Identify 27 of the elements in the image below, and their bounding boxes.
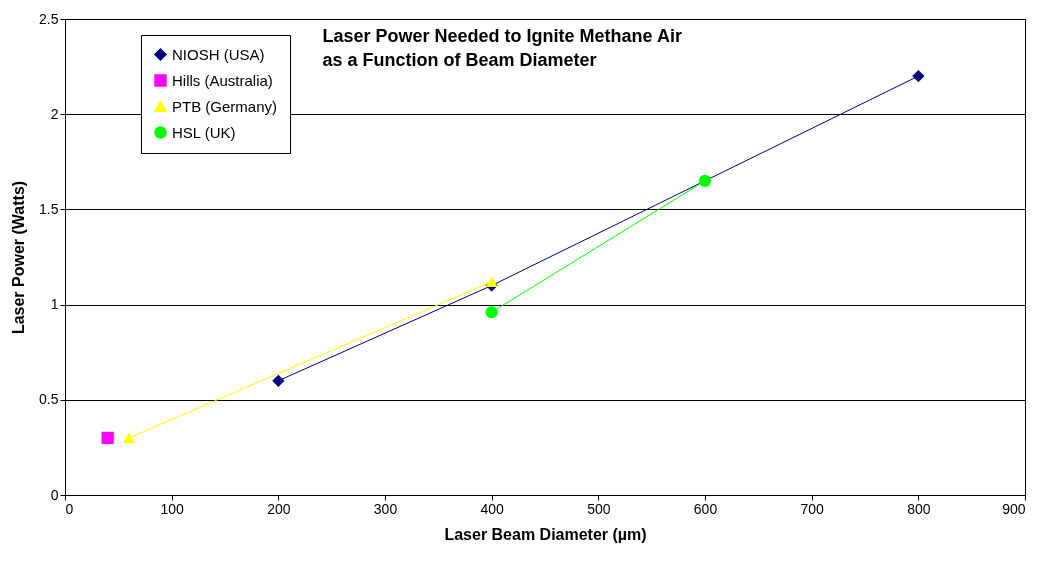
legend-label: NIOSH (USA) [172, 45, 265, 63]
x-tick-label: 800 [907, 500, 931, 517]
x-tick-label: 300 [373, 500, 398, 517]
x-tick-label: 600 [693, 500, 718, 517]
y-tick-label: 2 [50, 105, 59, 122]
x-tick-label: 500 [587, 500, 611, 517]
x-tick-label: 400 [480, 500, 505, 517]
point [485, 306, 498, 319]
y-tick-label: 2.5 [39, 10, 59, 27]
point [272, 374, 285, 387]
legend-label: HSL (UK) [172, 123, 236, 141]
x-tick-label: 900 [1002, 500, 1026, 517]
x-tick-label: 100 [160, 500, 185, 517]
y-tick-label: 0.5 [39, 391, 59, 408]
legend-label: PTB (Germany) [172, 97, 278, 115]
x-tick-label: 700 [800, 500, 825, 517]
y-axis-title: Laser Power (Watts) [10, 180, 28, 335]
point [912, 70, 925, 83]
text: Laser Power Needed to Ignite Methane Air as a Function of Beam Diameter [322, 26, 682, 70]
point [101, 431, 114, 444]
x-tick-label: 0 [65, 500, 74, 517]
x-tick-label: 200 [267, 500, 291, 517]
y-tick-label: 1 [50, 296, 59, 313]
legend-label: Hills (Australia) [172, 71, 273, 89]
y-tick-label: 0 [50, 486, 59, 503]
y-tick-label: 1.5 [39, 200, 59, 217]
x-axis-title: Laser Beam Diameter (µm) [444, 525, 647, 543]
